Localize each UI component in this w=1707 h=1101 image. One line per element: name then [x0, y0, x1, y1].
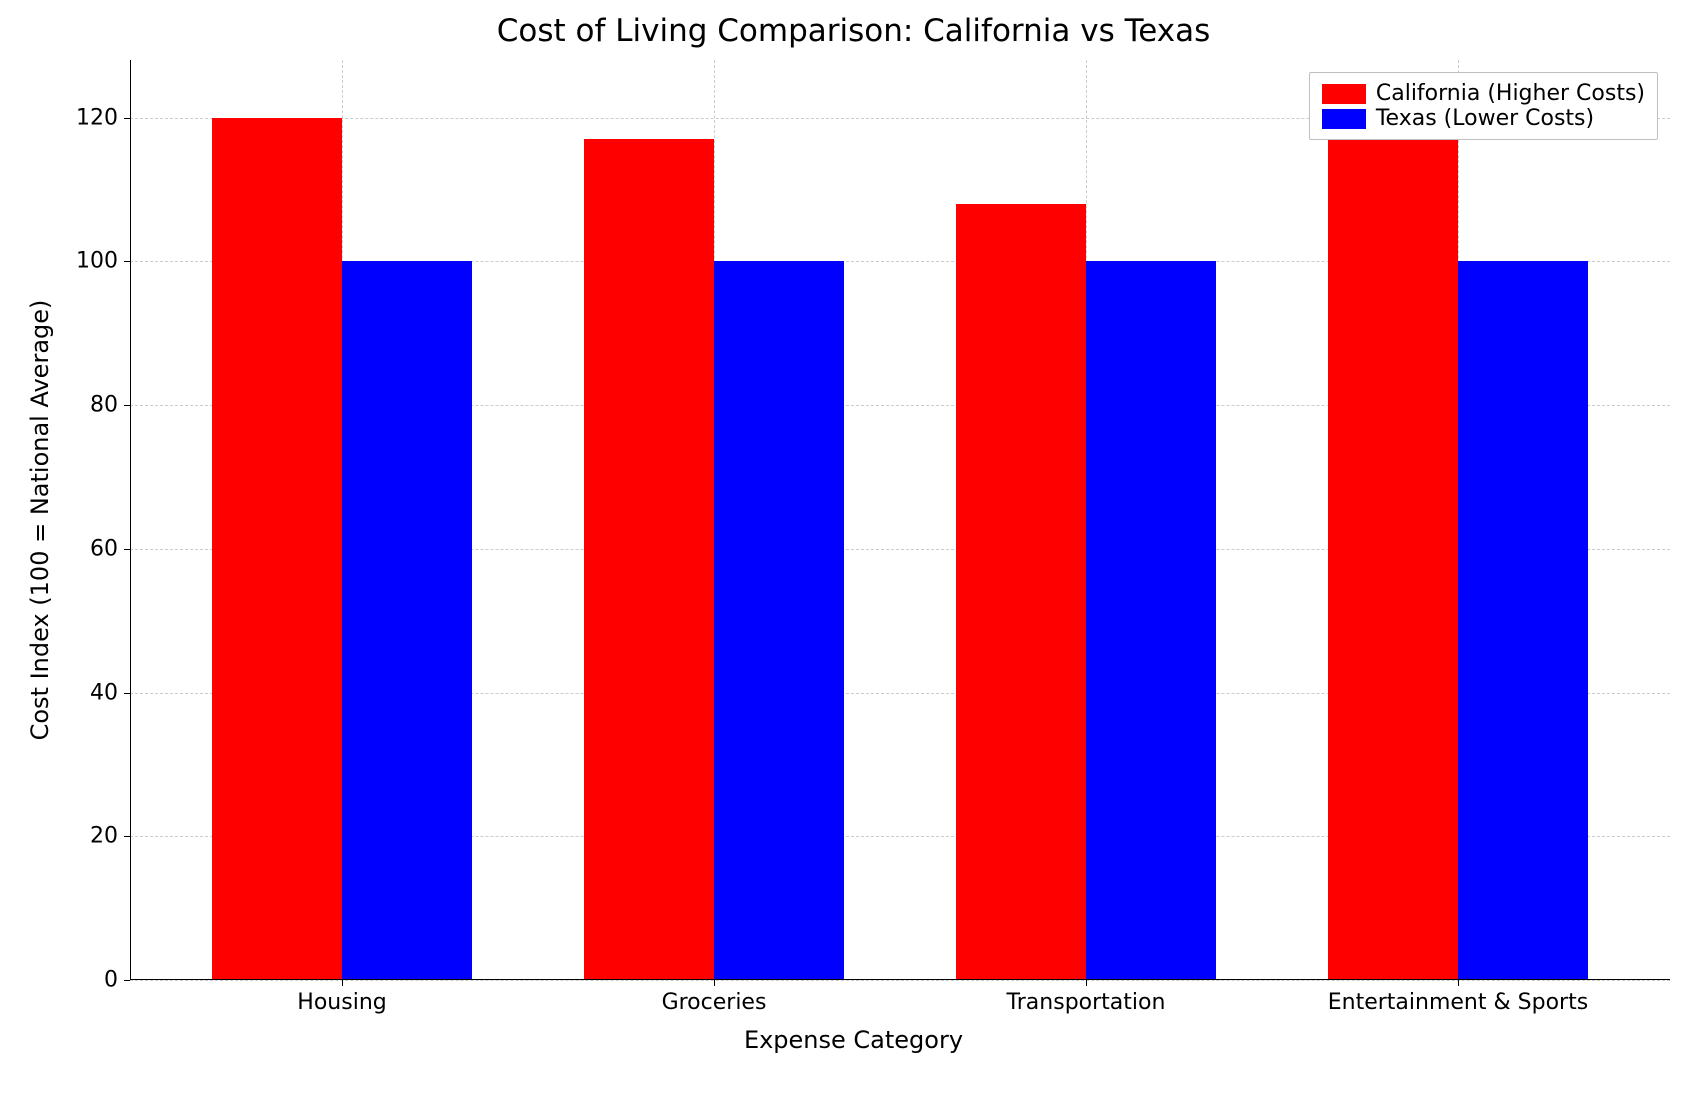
axis-spine-left [130, 60, 131, 980]
ytick-label: 40 [90, 680, 118, 705]
ytick-mark [124, 261, 130, 262]
plot-area: HousingGroceriesTransportationEntertainm… [130, 60, 1670, 980]
ytick-mark [124, 405, 130, 406]
xtick-label: Housing [297, 990, 386, 1015]
bar [1328, 103, 1458, 980]
bar [1086, 261, 1216, 980]
axis-spine-bottom [130, 979, 1670, 980]
ytick-label: 0 [104, 968, 118, 993]
legend-item-0: California (Higher Costs) [1322, 81, 1645, 106]
chart-container: Cost of Living Comparison: California vs… [0, 0, 1707, 1101]
xtick-mark [342, 980, 343, 986]
ytick-label: 100 [76, 249, 118, 274]
bar [714, 261, 844, 980]
bar [1458, 261, 1588, 980]
bar [956, 204, 1086, 980]
legend-label-0: California (Higher Costs) [1376, 81, 1645, 106]
xtick-mark [1458, 980, 1459, 986]
ytick-label: 60 [90, 536, 118, 561]
y-axis-label: Cost Index (100 = National Average) [26, 300, 54, 741]
xtick-mark [1086, 980, 1087, 986]
ytick-mark [124, 980, 130, 981]
legend-swatch-1 [1322, 109, 1366, 129]
bar [212, 118, 342, 981]
ytick-label: 120 [76, 105, 118, 130]
legend-label-1: Texas (Lower Costs) [1376, 106, 1594, 131]
xtick-mark [714, 980, 715, 986]
gridline-h [130, 980, 1670, 981]
x-axis-label: Expense Category [0, 1026, 1707, 1054]
bar [584, 139, 714, 980]
xtick-label: Entertainment & Sports [1328, 990, 1588, 1015]
ytick-mark [124, 549, 130, 550]
legend-item-1: Texas (Lower Costs) [1322, 106, 1645, 131]
xtick-label: Groceries [662, 990, 767, 1015]
ytick-label: 20 [90, 824, 118, 849]
ytick-mark [124, 836, 130, 837]
chart-title: Cost of Living Comparison: California vs… [0, 13, 1707, 49]
bar [342, 261, 472, 980]
ytick-mark [124, 693, 130, 694]
xtick-label: Transportation [1007, 990, 1166, 1015]
ytick-mark [124, 118, 130, 119]
legend: California (Higher Costs) Texas (Lower C… [1309, 72, 1658, 140]
ytick-label: 80 [90, 393, 118, 418]
legend-swatch-0 [1322, 84, 1366, 104]
